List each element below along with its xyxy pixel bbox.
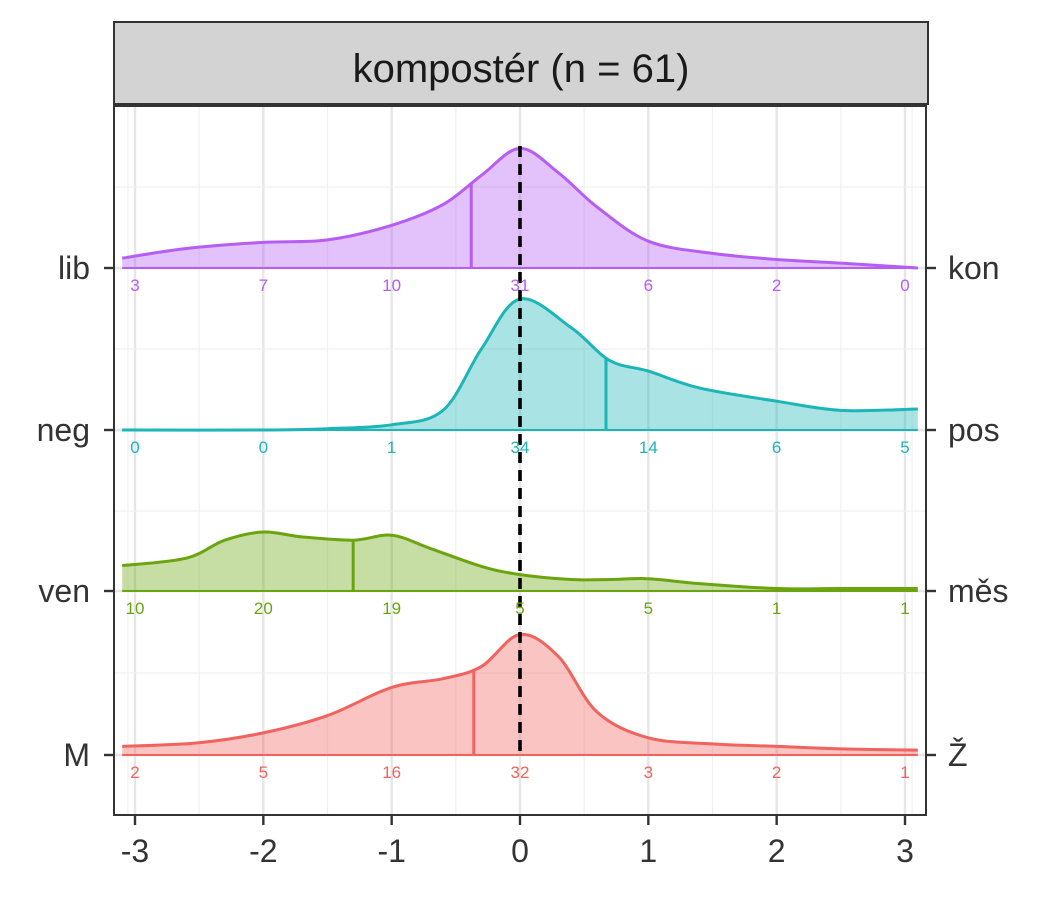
- count-label: 34: [511, 438, 530, 457]
- count-label: 31: [511, 276, 530, 295]
- count-label: 3: [644, 763, 653, 782]
- count-label: 10: [126, 599, 145, 618]
- count-label: 32: [511, 763, 530, 782]
- y-label-right: kon: [948, 250, 1000, 286]
- y-label-left: lib: [58, 250, 90, 286]
- count-label: 6: [772, 438, 781, 457]
- y-axis-left: lib neg ven M: [37, 250, 114, 773]
- count-label: 5: [900, 438, 909, 457]
- count-label: 0: [259, 438, 268, 457]
- count-label: 1: [900, 763, 909, 782]
- count-label: 1: [900, 599, 909, 618]
- x-axis: -3 -2 -1 0 1 2 3: [121, 815, 914, 869]
- count-label: 20: [254, 599, 273, 618]
- facet-strip: kompostér (n = 61): [113, 21, 929, 105]
- count-label: 1: [772, 599, 781, 618]
- count-label: 2: [130, 763, 139, 782]
- chart-title: kompostér (n = 61): [353, 47, 690, 91]
- count-label: 2: [772, 276, 781, 295]
- count-label: 14: [639, 438, 658, 457]
- count-label: 7: [259, 276, 268, 295]
- x-tick-label: -3: [121, 833, 149, 869]
- count-label: 1: [387, 438, 396, 457]
- count-label: 5: [515, 599, 524, 618]
- x-tick-label: 2: [768, 833, 786, 869]
- x-tick-label: -1: [377, 833, 405, 869]
- y-axis-right: kon pos měs Ž: [926, 250, 1008, 773]
- x-tick-label: 3: [896, 833, 914, 869]
- count-label: 5: [259, 763, 268, 782]
- ridge-line-1: [122, 297, 918, 432]
- ridge-line-2: [122, 530, 918, 591]
- count-label: 6: [644, 276, 653, 295]
- count-labels: 3 7 10 31 6 2 00 0 1 34 14 6 510 20 19 5 5 1 12 5 16 32 3 2 1: [126, 276, 910, 782]
- count-label: 0: [900, 276, 909, 295]
- x-tick-label: -2: [249, 833, 277, 869]
- y-label-right: měs: [948, 573, 1008, 609]
- strip-background: [113, 21, 929, 105]
- count-label: 19: [382, 599, 401, 618]
- x-tick-label: 0: [511, 833, 529, 869]
- x-tick-label: 1: [639, 833, 657, 869]
- y-label-right: Ž: [948, 737, 968, 773]
- y-label-left: ven: [38, 573, 90, 609]
- y-label-left: M: [63, 737, 90, 773]
- y-label-left: neg: [37, 412, 90, 448]
- ridge-area-2: [122, 531, 918, 591]
- count-label: 3: [130, 276, 139, 295]
- count-label: 0: [130, 438, 139, 457]
- y-label-right: pos: [948, 412, 1000, 448]
- count-label: 5: [644, 599, 653, 618]
- count-label: 2: [772, 763, 781, 782]
- count-label: 16: [382, 763, 401, 782]
- count-label: 10: [382, 276, 401, 295]
